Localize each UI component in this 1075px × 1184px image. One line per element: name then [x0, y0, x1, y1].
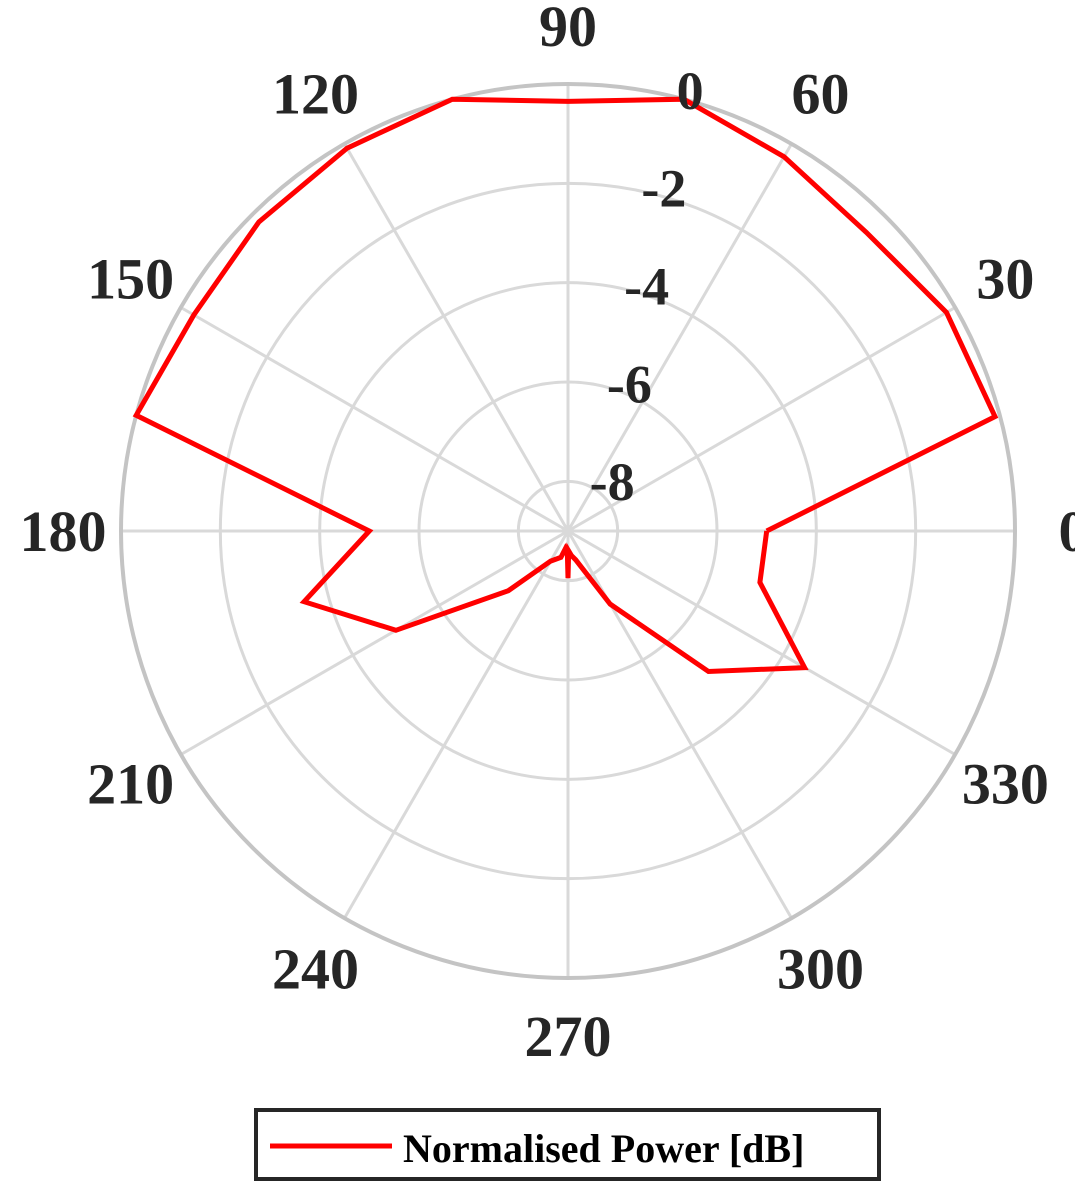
theta-tick-label-300: 300: [777, 936, 864, 1001]
spoke-60: [566, 143, 793, 532]
theta-tick-label-60: 60: [792, 62, 850, 127]
r-tick-labels: -8 -6 -4 -2 0: [590, 61, 704, 512]
theta-tick-label-150: 150: [87, 247, 174, 312]
spoke-150: [180, 306, 569, 533]
spoke-240: [343, 530, 570, 919]
theta-tick-label-0: 0: [1059, 499, 1075, 564]
theta-tick-label-330: 330: [962, 752, 1049, 817]
theta-tick-label-120: 120: [272, 62, 359, 127]
r-tick-label--6: -6: [607, 354, 652, 414]
theta-tick-label-30: 30: [976, 247, 1034, 312]
spoke-120: [343, 143, 570, 532]
ring--4: [318, 281, 818, 781]
ring--2: [218, 181, 918, 881]
theta-tick-label-240: 240: [272, 936, 359, 1001]
r-tick-label--8: -8: [590, 452, 635, 512]
legend-label: Normalised Power [dB]: [403, 1126, 804, 1171]
polar-grid: [119, 82, 1017, 980]
spoke-330: [567, 529, 956, 756]
r-tick-label--2: -2: [641, 159, 686, 219]
theta-tick-labels: 0 30 60 90 120 150 180 210 240 270 300 330: [20, 0, 1075, 1069]
spoke-210: [180, 529, 569, 756]
legend: Normalised Power [dB]: [254, 1108, 881, 1181]
r-tick-label-0: 0: [677, 61, 704, 121]
theta-tick-label-90: 90: [539, 0, 597, 59]
ring--8: [516, 479, 620, 583]
series-line-0: [132, 96, 999, 675]
theta-tick-label-180: 180: [20, 499, 107, 564]
ring--6: [417, 380, 719, 682]
r-tick-label--4: -4: [624, 256, 669, 316]
theta-tick-label-210: 210: [87, 752, 174, 817]
ring-0: [119, 82, 1017, 980]
theta-tick-label-270: 270: [525, 1004, 612, 1069]
series-layer: [132, 96, 999, 675]
spoke-30: [567, 306, 956, 533]
